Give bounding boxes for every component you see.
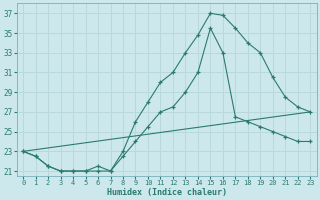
- X-axis label: Humidex (Indice chaleur): Humidex (Indice chaleur): [107, 188, 227, 197]
